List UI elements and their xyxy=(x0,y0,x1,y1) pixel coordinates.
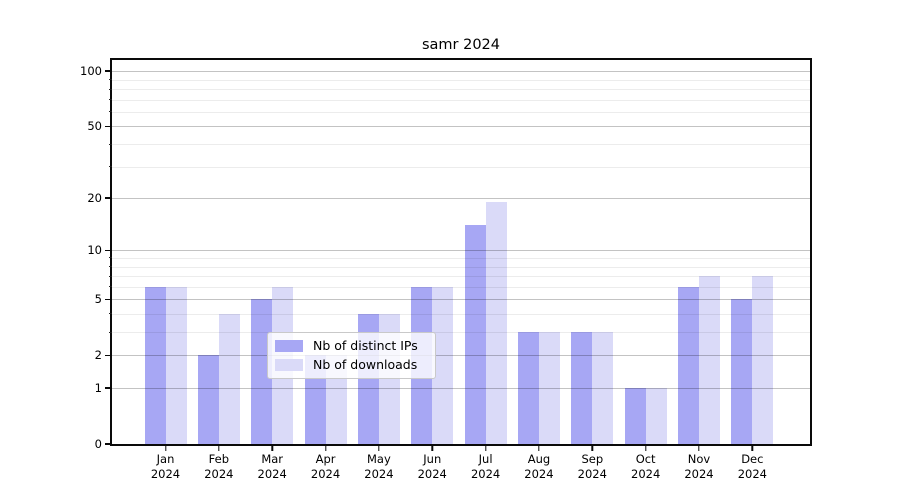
y-minor-tick-mark xyxy=(108,331,112,333)
x-tick-label: Jun 2024 xyxy=(417,452,447,481)
y-tick-label: 20 xyxy=(87,190,102,205)
x-tick-mark xyxy=(324,446,327,451)
bar-distinct-ips-jul xyxy=(464,225,486,444)
bar-downloads-dec xyxy=(752,276,774,444)
y-minor-tick-mark xyxy=(108,88,112,90)
y-gridline-minor xyxy=(112,257,810,259)
y-tick-label: 5 xyxy=(94,291,102,306)
bar-distinct-ips-oct xyxy=(624,388,646,444)
bar-downloads-feb xyxy=(218,314,240,444)
x-tick-label: Mar 2024 xyxy=(257,452,287,481)
y-tick-label: 100 xyxy=(80,63,102,78)
bar-distinct-ips-feb xyxy=(197,355,219,444)
bar-distinct-ips-nov xyxy=(678,286,699,444)
y-minor-tick-mark xyxy=(108,275,112,277)
x-tick-mark xyxy=(751,446,754,451)
x-tick-label: May 2024 xyxy=(364,452,394,481)
x-tick-label: Aug 2024 xyxy=(524,452,554,481)
y-minor-tick-mark xyxy=(108,143,112,145)
y-gridline-minor xyxy=(112,144,810,145)
bar-distinct-ips-jan xyxy=(144,286,166,444)
legend-item-distinct-ips: Nb of distinct IPs xyxy=(275,339,428,353)
y-tick-mark xyxy=(105,249,111,251)
x-tick-label: Jul 2024 xyxy=(470,452,501,481)
legend-swatch-downloads xyxy=(275,359,303,371)
y-minor-tick-mark xyxy=(108,79,112,81)
y-tick-mark xyxy=(105,197,111,199)
y-minor-tick-mark xyxy=(108,111,112,113)
y-minor-tick-mark xyxy=(108,257,112,259)
legend-label-downloads: Nb of downloads xyxy=(313,357,418,372)
y-gridline-major xyxy=(112,250,810,252)
bar-distinct-ips-dec xyxy=(731,299,753,444)
x-tick-label: Jan 2024 xyxy=(150,452,181,481)
bar-downloads-nov xyxy=(699,276,720,444)
bar-downloads-aug xyxy=(538,332,560,444)
x-tick-label: Nov 2024 xyxy=(684,452,714,481)
y-minor-tick-mark xyxy=(108,313,112,315)
x-tick-label: Apr 2024 xyxy=(310,452,341,481)
y-tick-mark xyxy=(105,387,111,389)
bar-downloads-jan xyxy=(165,286,187,444)
x-tick-label: Dec 2024 xyxy=(737,452,767,481)
bar-downloads-sep xyxy=(592,332,614,444)
y-minor-tick-mark xyxy=(108,99,112,101)
legend-item-downloads: Nb of downloads xyxy=(275,358,428,372)
y-tick-mark xyxy=(105,443,111,445)
y-tick-mark xyxy=(105,298,111,300)
x-tick-mark xyxy=(164,446,167,451)
x-tick-mark xyxy=(271,446,273,451)
x-tick-mark xyxy=(484,446,487,451)
x-tick-label: Oct 2024 xyxy=(631,452,661,481)
y-tick-label: 0 xyxy=(94,436,102,451)
y-gridline-minor xyxy=(112,266,810,268)
y-gridline-minor xyxy=(112,99,810,101)
y-gridline-minor xyxy=(112,111,810,113)
y-gridline-minor xyxy=(112,79,810,81)
y-tick-mark xyxy=(105,70,111,72)
y-tick-mark xyxy=(105,354,111,356)
x-tick-mark xyxy=(644,446,647,451)
y-gridline-minor xyxy=(112,166,810,168)
y-tick-mark xyxy=(105,125,111,128)
y-gridline-major xyxy=(112,198,810,200)
bar-downloads-jun xyxy=(432,286,454,444)
y-gridline-major xyxy=(112,71,810,73)
chart-title: samr 2024 xyxy=(421,37,501,53)
bar-downloads-jul xyxy=(485,202,507,444)
y-gridline-minor xyxy=(112,89,810,90)
y-tick-label: 50 xyxy=(87,118,102,133)
bar-distinct-ips-aug xyxy=(517,332,539,444)
x-tick-label: Feb 2024 xyxy=(204,452,234,481)
y-tick-label: 10 xyxy=(87,242,102,257)
x-tick-mark xyxy=(591,446,593,451)
y-minor-tick-mark xyxy=(108,266,112,267)
plot-area xyxy=(112,60,810,444)
x-tick-mark xyxy=(431,446,433,451)
x-tick-label: Sep 2024 xyxy=(577,452,607,481)
y-tick-label: 2 xyxy=(94,347,102,362)
x-tick-mark xyxy=(538,446,540,451)
legend: Nb of distinct IPs Nb of downloads xyxy=(267,332,436,379)
x-tick-mark xyxy=(698,446,700,451)
y-minor-tick-mark xyxy=(108,166,112,168)
y-tick-label: 1 xyxy=(94,380,102,395)
legend-swatch-distinct-ips xyxy=(275,340,303,352)
y-minor-tick-mark xyxy=(108,286,112,288)
bar-distinct-ips-mar xyxy=(251,299,273,444)
bar-downloads-oct xyxy=(645,388,667,444)
legend-label-distinct-ips: Nb of distinct IPs xyxy=(313,338,418,353)
x-tick-mark xyxy=(218,446,220,451)
x-tick-mark xyxy=(378,446,380,451)
bar-distinct-ips-sep xyxy=(571,332,593,444)
y-gridline-major xyxy=(112,126,810,128)
